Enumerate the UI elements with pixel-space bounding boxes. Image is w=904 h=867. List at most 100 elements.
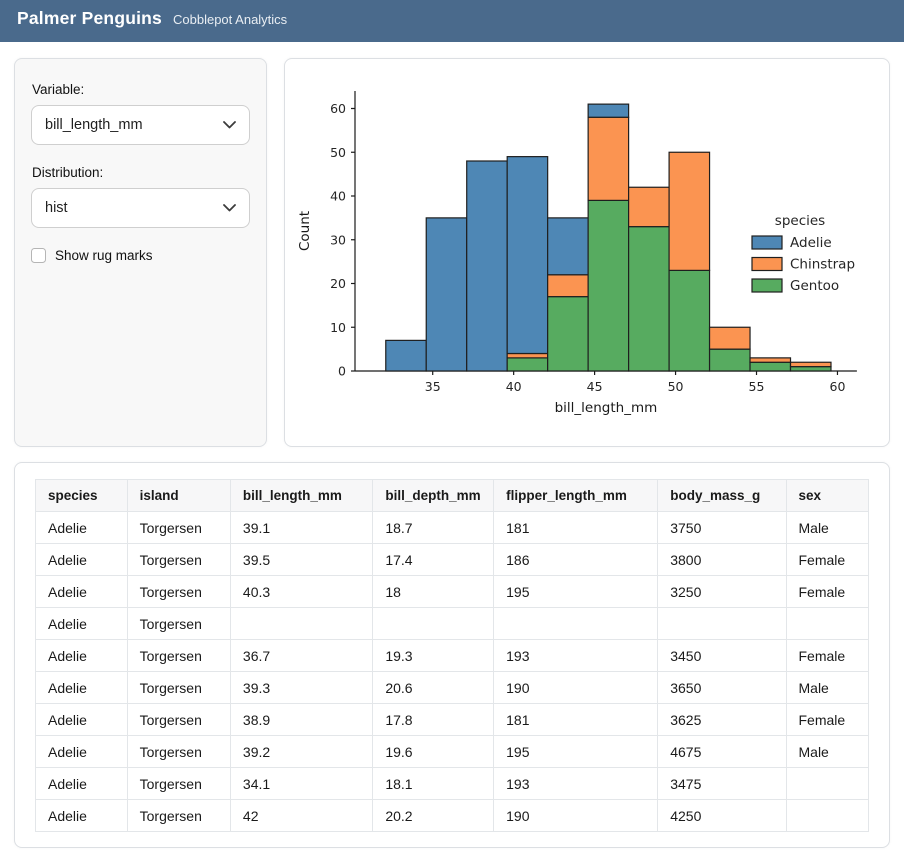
y-tick-label: 0 bbox=[338, 364, 346, 379]
table-cell: 4250 bbox=[657, 799, 787, 832]
table-cell: Torgersen bbox=[126, 671, 231, 704]
legend-swatch-chinstrap bbox=[751, 256, 783, 272]
histogram-bar-segment-gentoo bbox=[587, 199, 630, 372]
table-cell: Adelie bbox=[35, 639, 128, 672]
histogram-bar-segment-gentoo bbox=[506, 357, 549, 372]
table-row: Adelie Torgersen 36.7 19.3 193 3450 Female bbox=[35, 639, 869, 672]
chevron-down-icon bbox=[223, 121, 236, 129]
legend-label-chinstrap: Chinstrap bbox=[790, 257, 855, 273]
y-tick-label: 60 bbox=[330, 101, 346, 116]
table-cell: 181 bbox=[493, 703, 659, 736]
table-cell: 3450 bbox=[657, 639, 787, 672]
table-cell: 195 bbox=[493, 735, 659, 768]
column-header-species: species bbox=[35, 479, 128, 512]
app-title: Palmer Penguins bbox=[17, 8, 162, 28]
table-cell: 181 bbox=[493, 511, 659, 544]
histogram-bar-segment-chinstrap bbox=[708, 326, 751, 350]
table-cell: 190 bbox=[493, 671, 659, 704]
app-subtitle: Cobblepot Analytics bbox=[173, 12, 288, 27]
variable-select[interactable]: bill_length_mm bbox=[31, 105, 250, 145]
histogram-bar-segment-chinstrap bbox=[628, 186, 670, 228]
table-cell bbox=[785, 767, 869, 800]
histogram-bar-segment-chinstrap bbox=[789, 361, 832, 368]
table-cell: Torgersen bbox=[126, 575, 231, 608]
legend-label-adelie: Adelie bbox=[790, 235, 832, 251]
histogram-bar-segment-adelie bbox=[547, 217, 589, 276]
penguins-table: species island bill_length_mm bill_depth_mm… bbox=[35, 479, 869, 832]
histogram-bar-segment-gentoo bbox=[789, 366, 832, 372]
table-cell: Torgersen bbox=[126, 703, 231, 736]
table-cell: 34.1 bbox=[229, 767, 374, 800]
rug-checkbox-row[interactable]: Show rug marks bbox=[31, 248, 250, 263]
y-tick-label: 30 bbox=[330, 232, 346, 247]
table-cell: 4675 bbox=[657, 735, 787, 768]
table-cell: 17.8 bbox=[372, 703, 495, 736]
x-tick-label: 55 bbox=[749, 379, 765, 394]
chart-card: 35 40 45 50 55 60 0 10 20 30 40 50 60 bill_length_mm C… bbox=[284, 58, 890, 447]
table-cell: 3650 bbox=[657, 671, 787, 704]
table-row: Adelie Torgersen bbox=[35, 607, 869, 640]
table-row: Adelie Torgersen 40.3 18 195 3250 Female bbox=[35, 575, 869, 608]
table-cell: 3800 bbox=[657, 543, 787, 576]
y-tick-label: 50 bbox=[330, 145, 346, 160]
main-content: Variable: bill_length_mm Distribution: h… bbox=[0, 42, 904, 848]
column-header-body_mass_g: body_mass_g bbox=[657, 479, 787, 512]
variable-label: Variable: bbox=[32, 82, 85, 97]
x-axis-label: bill_length_mm bbox=[555, 400, 658, 416]
table-cell: 195 bbox=[493, 575, 659, 608]
column-header-sex: sex bbox=[785, 479, 869, 512]
table-cell bbox=[785, 799, 869, 832]
y-axis-label: Count bbox=[297, 211, 313, 251]
table-cell: Adelie bbox=[35, 543, 128, 576]
table-row: Adelie Torgersen 34.1 18.1 193 3475 bbox=[35, 767, 869, 800]
table-cell: 39.3 bbox=[229, 671, 374, 704]
app-header: Palmer Penguins Cobblepot Analytics bbox=[0, 0, 904, 42]
histogram-bar-segment-chinstrap bbox=[506, 352, 549, 359]
table-cell: 39.5 bbox=[229, 543, 374, 576]
table-header-row: species island bill_length_mm bill_depth_mm… bbox=[35, 479, 869, 512]
table-cell: Torgersen bbox=[126, 607, 231, 640]
table-cell bbox=[372, 607, 495, 640]
y-tick-label: 20 bbox=[330, 276, 346, 291]
table-cell: 19.6 bbox=[372, 735, 495, 768]
table-cell: Male bbox=[785, 511, 869, 544]
x-tick-label: 45 bbox=[587, 379, 603, 394]
x-tick-label: 40 bbox=[506, 379, 522, 394]
histogram-bar-segment-adelie bbox=[466, 160, 508, 372]
table-cell: Torgersen bbox=[126, 767, 231, 800]
x-tick-label: 50 bbox=[668, 379, 684, 394]
table-cell: 190 bbox=[493, 799, 659, 832]
histogram-chart: 35 40 45 50 55 60 0 10 20 30 40 50 60 bill_length_mm C… bbox=[297, 91, 857, 416]
table-cell bbox=[229, 607, 374, 640]
legend-label-gentoo: Gentoo bbox=[790, 278, 839, 294]
table-cell: 3250 bbox=[657, 575, 787, 608]
table-cell: Male bbox=[785, 735, 869, 768]
histogram-bar-segment-chinstrap bbox=[587, 116, 630, 201]
table-row: Adelie Torgersen 39.2 19.6 195 4675 Male bbox=[35, 735, 869, 768]
histogram-bar-segment-gentoo bbox=[628, 226, 670, 372]
table-cell: 38.9 bbox=[229, 703, 374, 736]
rug-checkbox[interactable] bbox=[31, 248, 46, 263]
data-table-card: species island bill_length_mm bill_depth_mm… bbox=[14, 462, 890, 848]
table-cell: 193 bbox=[493, 639, 659, 672]
sidebar: Variable: bill_length_mm Distribution: h… bbox=[14, 58, 267, 447]
table-cell: Adelie bbox=[35, 799, 128, 832]
histogram-bar-segment-adelie bbox=[506, 156, 549, 355]
table-cell: Adelie bbox=[35, 735, 128, 768]
table-cell: 42 bbox=[229, 799, 374, 832]
histogram-bar-segment-gentoo bbox=[668, 269, 711, 372]
table-row: Adelie Torgersen 39.3 20.6 190 3650 Male bbox=[35, 671, 869, 704]
distribution-select[interactable]: hist bbox=[31, 188, 250, 228]
table-cell: Female bbox=[785, 575, 869, 608]
table-cell: 18 bbox=[372, 575, 495, 608]
table-cell: 18.7 bbox=[372, 511, 495, 544]
distribution-select-value: hist bbox=[45, 200, 68, 216]
y-tick-label: 40 bbox=[330, 189, 346, 204]
table-cell bbox=[785, 607, 869, 640]
table-cell: 20.2 bbox=[372, 799, 495, 832]
table-cell: 193 bbox=[493, 767, 659, 800]
table-cell: Torgersen bbox=[126, 639, 231, 672]
histogram-bar-segment-adelie bbox=[587, 103, 630, 118]
legend-swatch-gentoo bbox=[751, 278, 783, 293]
table-cell bbox=[657, 607, 787, 640]
